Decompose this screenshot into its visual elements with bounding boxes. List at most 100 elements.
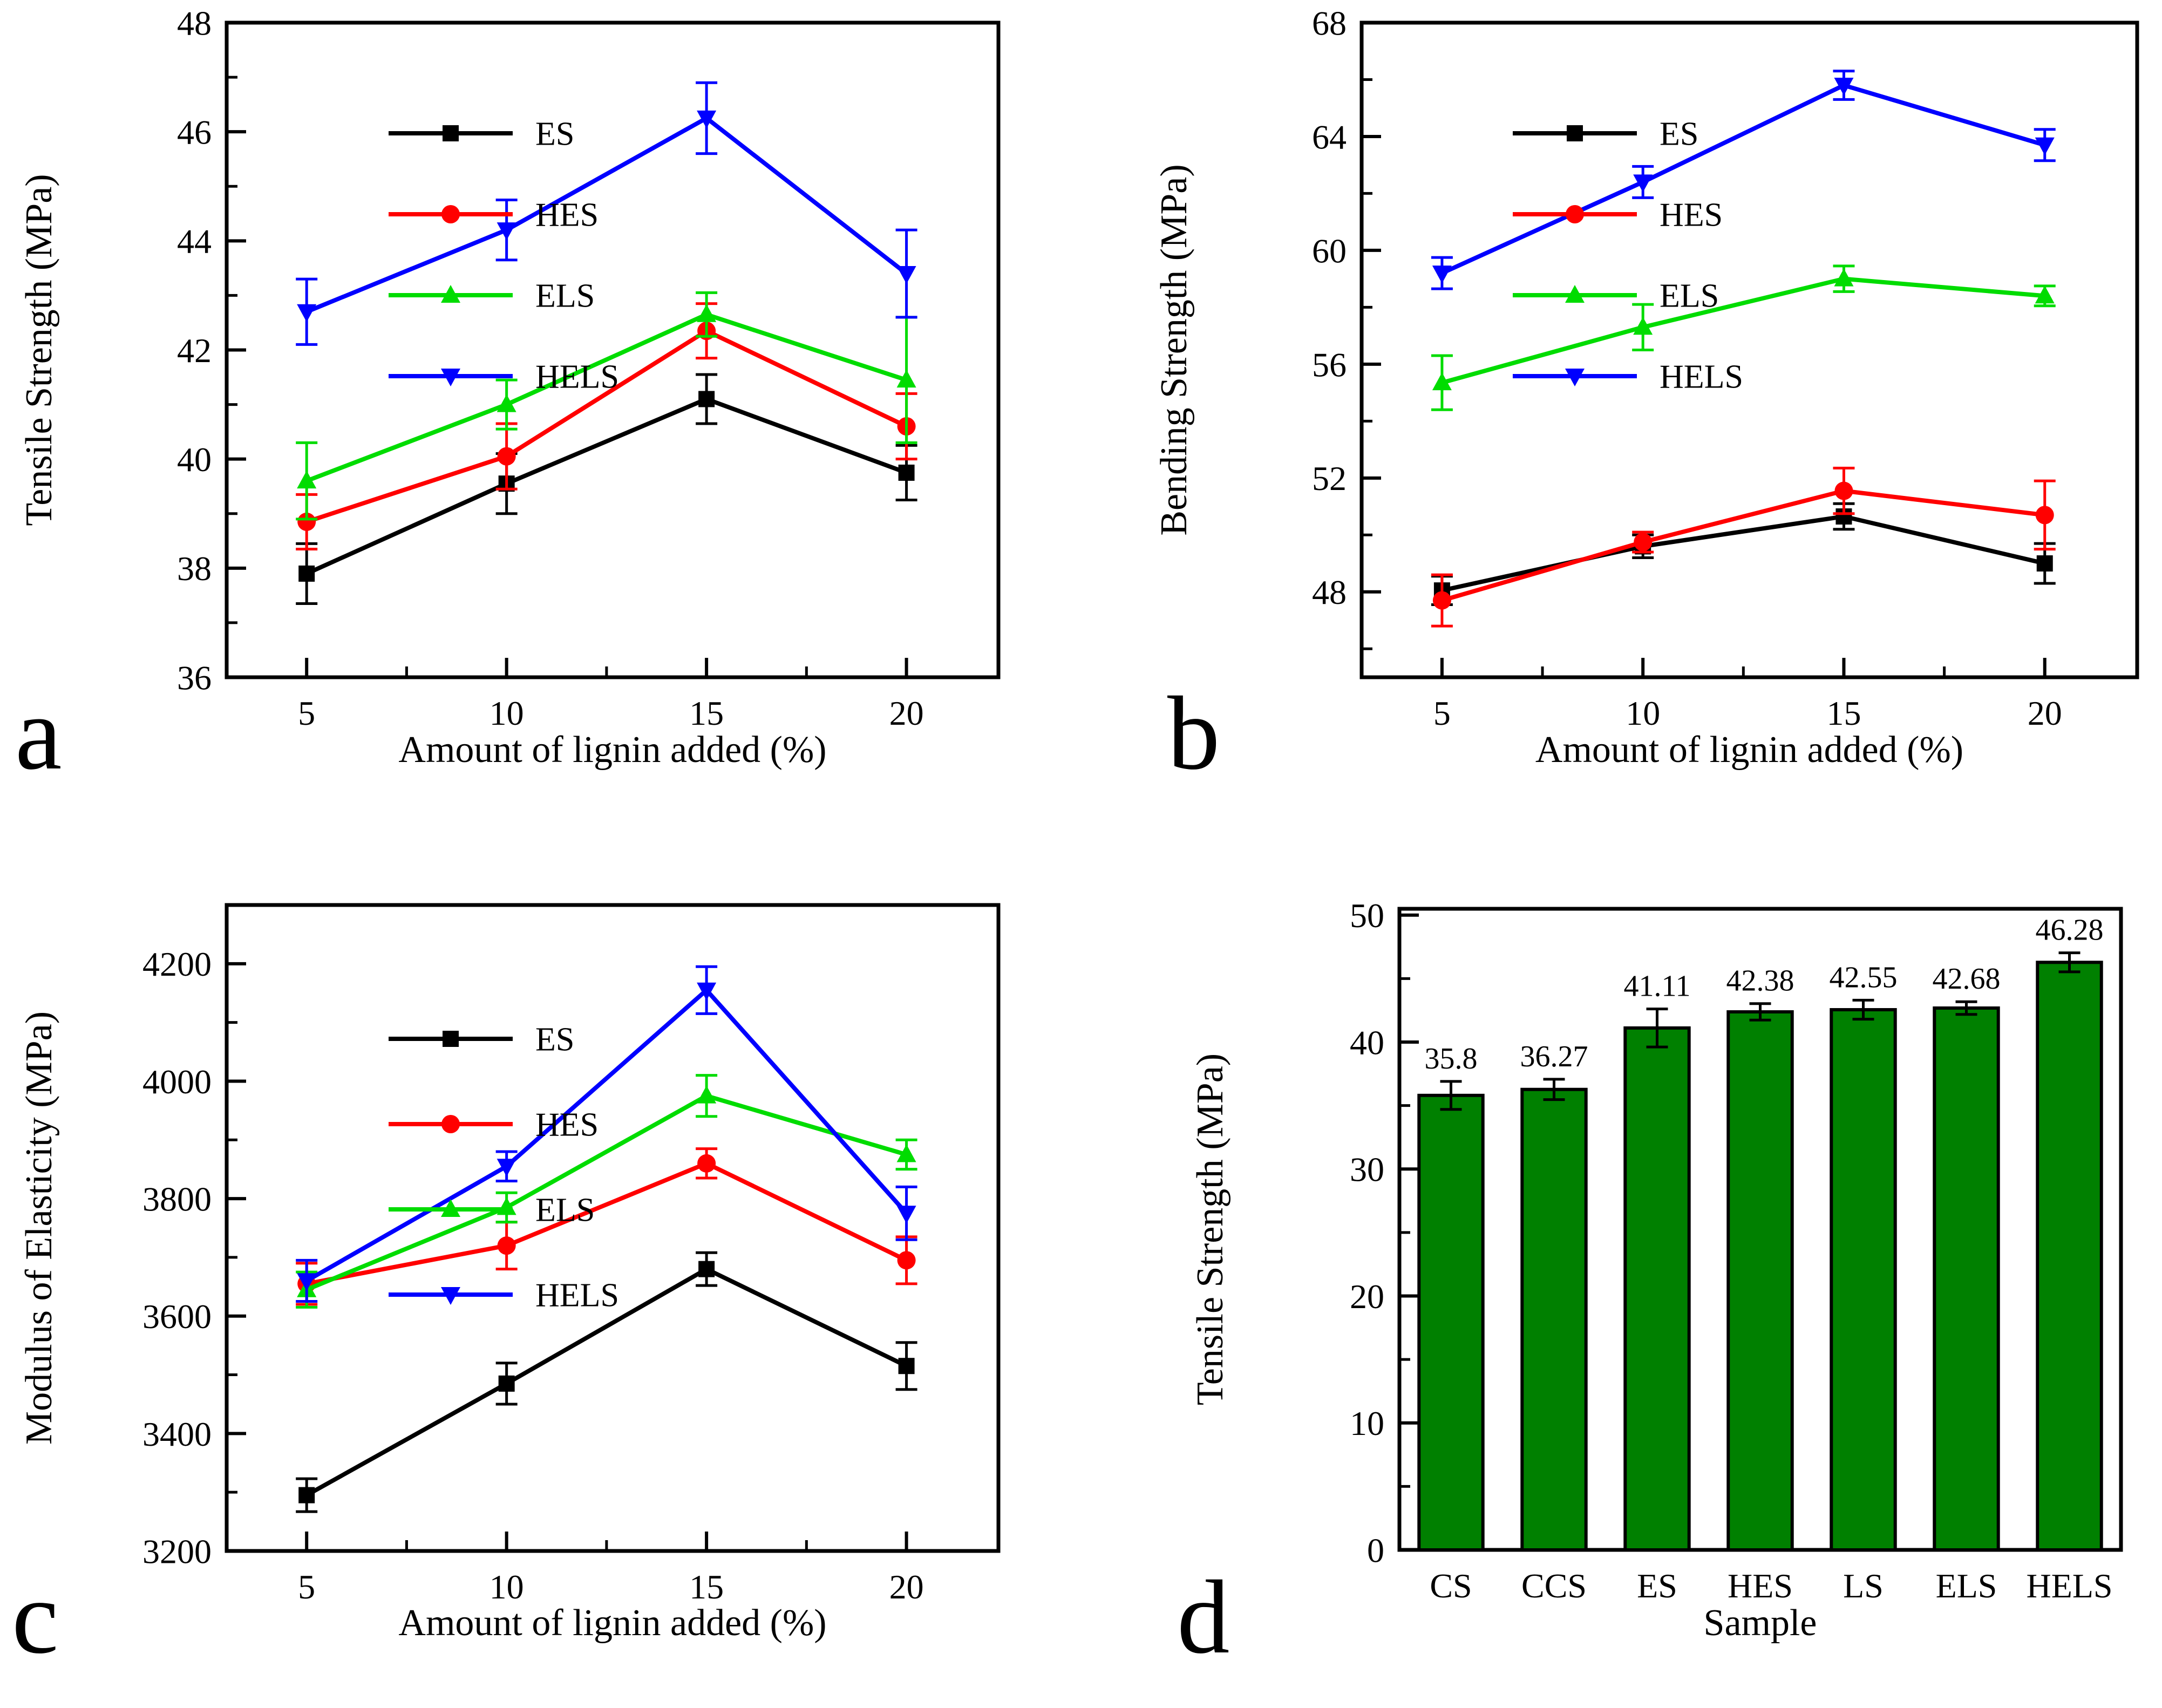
marker-square: [443, 1031, 459, 1047]
legend-label: ES: [535, 116, 574, 153]
series-line: [305, 115, 908, 314]
bar-value-label: 35.8: [1425, 1042, 1478, 1076]
bars: 35.8 36.27 41.11 42.38 42.55 42.68 46.28: [1417, 914, 2104, 1552]
chart-bending-strength-lines: 48 52 56 60 64 68 Amount of lignin added (%) Be…: [1153, 4, 2139, 771]
panel-letter-d: d: [1177, 1559, 1230, 1676]
legend-label: ELS: [535, 1192, 595, 1229]
error-bar: [1852, 998, 1874, 1021]
marker-triangle-up: [697, 304, 717, 322]
y-axis-label: Tensile Strength (MPa): [18, 174, 60, 526]
y-tick-label: 64: [1312, 118, 1347, 156]
series-ES: [1431, 502, 2056, 607]
y-tick-label: 4200: [142, 945, 212, 983]
marker-square: [443, 125, 459, 141]
marker-circle: [1634, 533, 1653, 552]
panel-letter-a: a: [15, 675, 62, 792]
series-ELS: [296, 1074, 917, 1309]
legend-label: HELS: [535, 1277, 619, 1314]
bar-value-label: 36.27: [1520, 1040, 1588, 1073]
bar-LS: [1830, 1008, 1897, 1552]
legend-item-ELS: ELS: [389, 1192, 595, 1229]
bar-value-label: 42.55: [1830, 961, 1898, 994]
panel-a: 36 38 40 42 44 46 48 Amount of lignin added (%)…: [0, 0, 1081, 854]
marker-triangle-down: [1432, 266, 1452, 284]
series-line: [1441, 276, 2045, 385]
y-tick-label: 50: [1350, 896, 1384, 935]
series-line: [305, 987, 908, 1283]
marker-triangle-up: [441, 1199, 460, 1217]
y-tick-label: 3200: [142, 1532, 212, 1570]
marker-triangle-up: [896, 370, 916, 388]
marker-triangle-up: [1633, 317, 1653, 335]
marker-triangle-down: [1565, 369, 1585, 386]
marker-triangle-down: [1834, 78, 1854, 96]
chart-tensile-strength-lines: 36 38 40 42 44 46 48 Amount of lignin added (%)…: [18, 4, 1001, 771]
y-tick-label: 52: [1312, 459, 1347, 498]
series-line: [1442, 514, 2045, 593]
marker-triangle-down: [1633, 174, 1653, 193]
marker-triangle-up: [297, 471, 317, 489]
marker-triangle-down: [697, 110, 717, 128]
marker-triangle-down: [441, 1287, 460, 1305]
x-tick-label: 15: [689, 1568, 724, 1606]
x-tick-label: 15: [689, 694, 724, 732]
y-tick-label: 3400: [142, 1415, 212, 1453]
y-tick-label: 38: [177, 549, 212, 588]
series-ES: [296, 1251, 917, 1513]
y-tick-label: 46: [177, 113, 212, 152]
legend-item-HELS: HELS: [389, 1277, 619, 1314]
marker-circle: [697, 1154, 716, 1173]
series-line: [305, 1093, 907, 1292]
x-axis-label: Sample: [1704, 1602, 1817, 1644]
x-tick-label: LS: [1843, 1567, 1884, 1605]
legend-item-ES: ES: [389, 116, 574, 153]
marker-triangle-down: [2035, 137, 2055, 155]
legend-label: HELS: [1660, 359, 1743, 396]
marker-triangle-up: [1565, 285, 1585, 303]
bar-value-label: 41.11: [1624, 970, 1691, 1003]
marker-square: [698, 391, 715, 407]
marker-circle: [497, 447, 516, 466]
series-ELS: [1431, 264, 2056, 411]
marker-square: [498, 1375, 515, 1392]
marker-triangle-down: [297, 1273, 317, 1291]
marker-square: [1567, 125, 1583, 141]
marker-triangle-down: [497, 1159, 516, 1177]
legend: ES HES ELS HELS: [389, 116, 619, 396]
y-tick-label: 68: [1312, 4, 1347, 42]
x-tick-label: 5: [298, 694, 315, 732]
marker-circle: [441, 1115, 460, 1133]
y-tick-label: 3800: [142, 1180, 212, 1218]
x-tick-label: 15: [1826, 694, 1861, 732]
error-bar: [1955, 1000, 1977, 1016]
series-line: [305, 328, 908, 524]
legend-item-HES: HES: [389, 1107, 599, 1144]
marker-triangle-down: [297, 304, 317, 322]
x-tick-label: 5: [1433, 694, 1451, 732]
axes: 3200 3400 3600 3800 4000 4200 Amount of lignin…: [18, 903, 1001, 1644]
legend-label: ELS: [1660, 278, 1719, 315]
series-HES: [296, 302, 917, 550]
panel-d: 0 10 20 30 40 50 Sample Tensile Strength (MPa) C…: [1081, 854, 2162, 1708]
x-tick-label: 20: [2028, 694, 2062, 732]
panel-letter-b: b: [1167, 675, 1220, 792]
marker-triangle-up: [1432, 372, 1452, 391]
marker-circle: [1834, 481, 1853, 500]
y-tick-label: 10: [1350, 1404, 1384, 1442]
marker-circle: [297, 512, 316, 531]
x-tick-label: 20: [889, 694, 924, 732]
series-line: [305, 1267, 908, 1498]
legend-label: ES: [535, 1022, 574, 1058]
marker-triangle-up: [497, 394, 516, 412]
legend-item-HES: HES: [389, 197, 599, 234]
series-line: [1441, 488, 2045, 603]
marker-circle: [897, 1251, 916, 1270]
x-tick-label: 5: [298, 1568, 315, 1606]
bar-HES: [1726, 1010, 1794, 1552]
bar-value-label: 46.28: [2036, 914, 2104, 947]
error-bar: [1749, 1002, 1771, 1022]
x-tick-label: HELS: [2027, 1567, 2113, 1605]
panel-letter-c: c: [12, 1559, 59, 1676]
x-tick-label: ELS: [1936, 1567, 1997, 1605]
series-line: [306, 1161, 908, 1286]
